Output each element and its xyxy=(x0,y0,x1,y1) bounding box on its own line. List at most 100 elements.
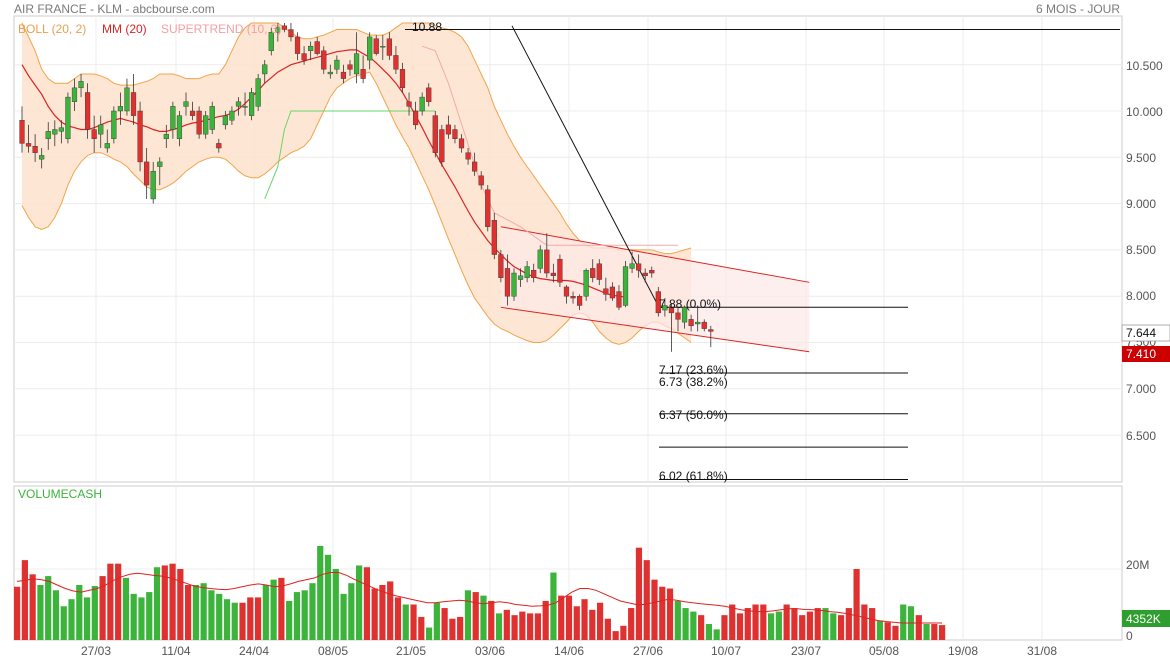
volume-bar xyxy=(402,604,409,640)
candle-body xyxy=(596,263,602,280)
candle-body xyxy=(235,101,242,107)
candle-body xyxy=(32,145,38,153)
date-tick-label: 08/05 xyxy=(318,644,348,658)
candle-body xyxy=(426,87,432,102)
volume-bar xyxy=(511,615,518,640)
candle-body xyxy=(655,291,661,314)
candle-body xyxy=(353,53,360,75)
volume-bar xyxy=(99,576,106,640)
candle-body xyxy=(491,220,497,255)
volume-bar xyxy=(581,599,588,640)
volume-bar xyxy=(527,613,534,640)
volume-bar xyxy=(682,608,689,640)
candle-body xyxy=(577,296,583,306)
last-close-badge xyxy=(1121,324,1170,342)
last-close-label: 7.644 xyxy=(1126,326,1156,340)
price-layer xyxy=(19,22,1120,481)
candle-body xyxy=(58,127,64,132)
legend-mm[interactable]: MM (20) xyxy=(102,22,147,36)
fib-label-3: 6.37 (50.0%) xyxy=(659,408,728,422)
candle-body xyxy=(209,106,215,130)
volume-bar xyxy=(301,590,308,640)
volume-bar xyxy=(791,608,798,640)
legend-supertrend[interactable]: SUPERTREND (10, 3) xyxy=(161,22,281,36)
candle-body xyxy=(498,254,504,278)
candle-body xyxy=(334,59,340,70)
volume-tick-20m: 20M xyxy=(1126,558,1149,572)
candle-body xyxy=(222,115,228,126)
high-level-label: 10.88 xyxy=(412,20,442,34)
volume-bar xyxy=(589,609,596,640)
candle-body xyxy=(360,69,366,79)
volume-bar xyxy=(620,625,627,640)
volume-bar xyxy=(900,604,907,640)
candle-body xyxy=(314,41,320,54)
volume-bar xyxy=(729,604,736,640)
volume-last-label: 4352K xyxy=(1126,612,1161,626)
legend-boll[interactable]: BOLL (20, 2) xyxy=(18,22,86,36)
volume-bar xyxy=(418,616,425,640)
candle-body xyxy=(681,307,688,323)
volume-bar xyxy=(115,563,122,640)
volume-bar xyxy=(767,613,775,640)
volume-bar xyxy=(659,586,666,640)
candle-body xyxy=(163,133,169,139)
candle-body xyxy=(111,110,117,139)
volume-bar xyxy=(939,625,946,640)
volume-bar xyxy=(286,600,293,640)
volume-bar xyxy=(558,595,565,640)
volume-bar xyxy=(457,616,464,640)
volume-bar xyxy=(309,583,316,640)
volume-layer xyxy=(14,545,946,640)
candle-body xyxy=(189,110,196,116)
volume-bar xyxy=(317,545,324,640)
candle-body xyxy=(255,78,261,107)
candle-body xyxy=(150,170,156,200)
volume-bar xyxy=(45,576,52,640)
volume-bar xyxy=(651,579,658,640)
volume-bar xyxy=(775,611,782,640)
volume-bar xyxy=(534,613,541,640)
candle-body xyxy=(176,115,183,139)
date-tick-label: 19/08 xyxy=(948,644,978,658)
candle-body xyxy=(340,71,347,79)
candle-body xyxy=(478,175,484,186)
candle-body xyxy=(84,92,91,130)
volume-bar xyxy=(573,606,580,640)
volume-bar xyxy=(698,615,705,640)
candle-body xyxy=(124,87,130,112)
volume-bar xyxy=(394,597,402,640)
candle-body xyxy=(583,270,589,297)
candle-body xyxy=(649,270,655,274)
candle-body xyxy=(603,288,609,295)
volume-bar xyxy=(83,597,91,640)
volume-bar xyxy=(324,554,332,640)
volume-tick-0: 0 xyxy=(1126,629,1133,643)
volume-bar xyxy=(208,590,215,640)
candle-body xyxy=(419,96,425,112)
volume-bar xyxy=(107,563,114,640)
candle-body xyxy=(662,305,668,311)
grid-lines xyxy=(14,16,1122,640)
price-tick-label: 8.500 xyxy=(1126,243,1156,257)
candle-body xyxy=(452,129,458,139)
volume-bar xyxy=(14,586,21,640)
candle-body xyxy=(563,286,570,297)
volume-bar xyxy=(503,609,510,640)
candle-body xyxy=(327,71,333,75)
date-tick-label: 11/04 xyxy=(161,644,190,658)
candle-body xyxy=(531,270,537,278)
candle-body xyxy=(550,272,556,277)
candle-body xyxy=(78,81,84,89)
last-price-label: 7.410 xyxy=(1126,347,1156,361)
candle-body xyxy=(98,124,104,135)
volume-bar xyxy=(845,608,852,640)
period-label[interactable]: 6 MOIS - JOUR xyxy=(1036,2,1120,16)
candle-body xyxy=(399,69,406,89)
volume-bar xyxy=(231,602,238,640)
candle-body xyxy=(386,38,392,56)
candle-body xyxy=(157,161,163,167)
volume-bar xyxy=(371,588,378,640)
volume-bar xyxy=(480,595,487,640)
